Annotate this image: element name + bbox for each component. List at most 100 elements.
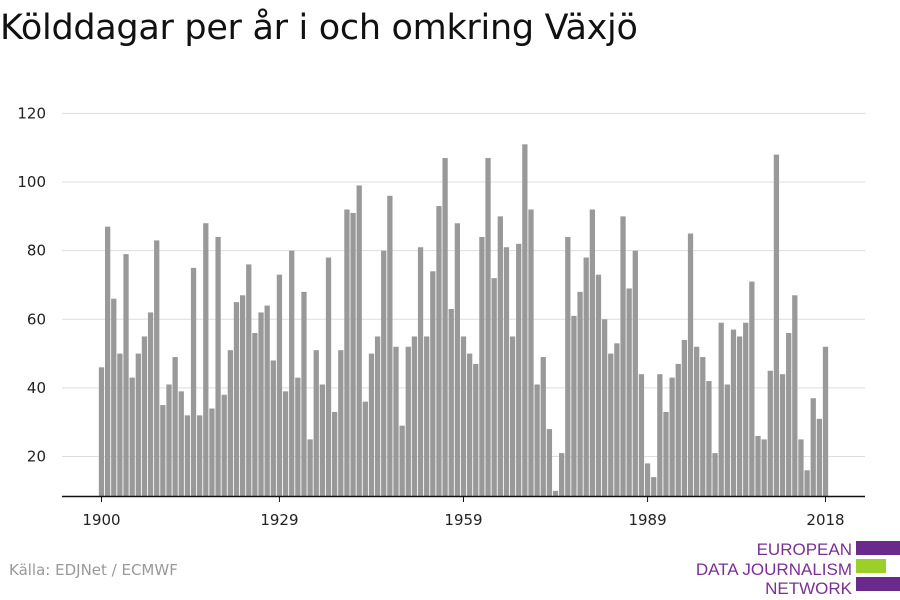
- source-note: Källa: EDJNet / ECMWF: [9, 561, 178, 579]
- bar: [270, 360, 276, 496]
- bar: [651, 477, 657, 496]
- chart-title: Kölddagar per år i och omkring Växjö: [0, 8, 638, 48]
- bar: [98, 367, 105, 496]
- bar: [620, 216, 626, 497]
- bar: [190, 267, 197, 496]
- bar: [583, 257, 589, 496]
- bar: [301, 291, 307, 496]
- bar: [325, 257, 332, 496]
- bar-chart: 20 40 60 80 100 120 1900 1929 1959 1989 2018: [17, 104, 865, 529]
- bar: [546, 429, 553, 496]
- bar: [571, 315, 577, 496]
- bar: [129, 377, 135, 496]
- bar: [644, 463, 651, 496]
- bar: [577, 291, 583, 496]
- bar: [135, 353, 141, 496]
- logo-text: EUROPEAN DATA JOURNALISM NETWORK: [696, 540, 852, 599]
- bar: [387, 195, 393, 496]
- x-tick-label: 2018: [806, 511, 844, 529]
- logo-bar-purple-bottom: [856, 577, 900, 591]
- bar: [743, 322, 749, 496]
- bar: [712, 453, 718, 496]
- bar: [657, 374, 663, 496]
- bar: [687, 233, 694, 496]
- x-axis-ticks: 1900 1929 1959 1989 2018: [82, 496, 845, 529]
- bar: [730, 329, 737, 496]
- bar: [178, 391, 184, 496]
- y-tick-label: 20: [27, 448, 46, 466]
- bar: [786, 333, 792, 496]
- bar: [503, 247, 510, 496]
- bar: [362, 401, 368, 496]
- bar: [565, 236, 571, 496]
- bar: [313, 350, 319, 496]
- bar: [595, 274, 602, 496]
- bar: [399, 425, 405, 496]
- bar: [779, 374, 786, 496]
- logo-line-1: EUROPEAN: [756, 540, 852, 559]
- bar: [749, 281, 755, 496]
- bar: [289, 250, 295, 496]
- bar: [761, 439, 767, 496]
- bar: [436, 206, 442, 496]
- y-tick-label: 40: [27, 379, 46, 397]
- bar: [227, 350, 233, 496]
- bar: [442, 158, 448, 497]
- bar: [215, 236, 221, 496]
- bar: [160, 405, 166, 496]
- bar: [221, 394, 227, 496]
- bar: [356, 185, 362, 497]
- bar: [509, 336, 516, 496]
- bar: [117, 353, 123, 496]
- x-tick-label: 1989: [628, 511, 666, 529]
- y-tick-label: 100: [17, 173, 46, 191]
- bar: [534, 384, 540, 496]
- bar: [675, 363, 681, 496]
- bar: [454, 223, 461, 497]
- y-tick-label: 120: [17, 104, 46, 122]
- bar: [374, 336, 381, 496]
- bar: [822, 346, 829, 496]
- bar: [307, 439, 313, 496]
- bar: [405, 346, 411, 496]
- bar: [718, 322, 724, 496]
- bar: [516, 243, 522, 496]
- bar: [411, 336, 418, 496]
- bar: [528, 209, 534, 496]
- bar: [522, 144, 528, 496]
- bar: [810, 398, 816, 496]
- bar: [393, 346, 399, 496]
- bar: [491, 278, 497, 496]
- bar: [559, 453, 565, 496]
- bar: [252, 333, 258, 496]
- bar: [694, 346, 700, 496]
- bar: [123, 254, 129, 496]
- bar: [239, 295, 246, 496]
- bar: [105, 226, 111, 496]
- bar: [663, 411, 669, 496]
- bar: [552, 490, 559, 496]
- bar: [295, 377, 301, 496]
- bar: [203, 223, 209, 497]
- bar: [767, 370, 773, 496]
- bar: [485, 158, 491, 497]
- bar: [332, 411, 338, 496]
- y-axis-labels: 20 40 60 80 100 120: [17, 104, 46, 465]
- bar: [424, 336, 430, 496]
- x-tick-label: 1900: [82, 511, 120, 529]
- bar: [626, 288, 632, 496]
- logo-bar-green: [856, 559, 886, 573]
- bar: [773, 154, 780, 496]
- bars: [98, 144, 829, 497]
- bar: [233, 302, 240, 496]
- bar: [736, 336, 743, 496]
- bar: [166, 384, 172, 496]
- bar: [540, 357, 546, 496]
- bar: [792, 295, 798, 496]
- bar: [632, 250, 638, 496]
- bar: [601, 319, 608, 496]
- bar: [172, 357, 178, 496]
- bar: [467, 353, 473, 496]
- y-tick-label: 80: [27, 242, 46, 260]
- bar: [246, 264, 252, 496]
